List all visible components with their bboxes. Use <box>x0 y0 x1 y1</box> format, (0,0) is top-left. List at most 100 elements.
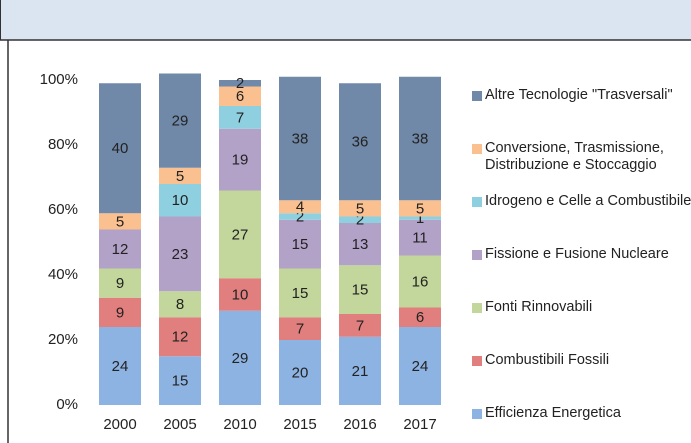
bar-segment <box>99 213 141 230</box>
bar-segment <box>99 327 141 405</box>
value-label: 12 <box>172 329 189 346</box>
value-label: 5 <box>356 200 364 217</box>
bar-segment <box>99 83 141 214</box>
y-tick-label: 20% <box>48 331 78 348</box>
legend-swatch <box>472 197 482 207</box>
bar-segment <box>279 213 321 220</box>
value-label: 40 <box>112 140 129 157</box>
bar-segment <box>219 106 261 129</box>
x-tick-label: 2015 <box>283 416 316 433</box>
bar-segment <box>279 340 321 405</box>
value-label: 24 <box>112 358 129 375</box>
y-tick-label: 40% <box>48 266 78 283</box>
value-label: 15 <box>292 236 309 253</box>
value-label: 7 <box>296 321 304 338</box>
bar-segment <box>399 216 441 220</box>
header-band <box>0 0 691 40</box>
value-label: 27 <box>232 226 249 243</box>
bar-segment <box>339 200 381 217</box>
y-tick-label: 100% <box>40 71 78 88</box>
legend-swatch <box>472 409 482 419</box>
value-label: 9 <box>116 304 124 321</box>
value-label: 19 <box>232 152 249 169</box>
bar-segment <box>399 327 441 405</box>
value-label: 4 <box>296 199 304 216</box>
legend-swatch <box>472 250 482 260</box>
bar-segment <box>99 268 141 298</box>
bar-segment <box>159 73 201 168</box>
value-label: 12 <box>112 241 129 258</box>
bar-segment <box>279 317 321 340</box>
value-label: 15 <box>172 373 189 390</box>
bar-segment <box>399 200 441 217</box>
bar-segment <box>219 80 261 87</box>
bar-segment <box>219 310 261 405</box>
bar-segment <box>339 83 381 201</box>
bar-segment <box>99 229 141 269</box>
bar-segment <box>339 265 381 314</box>
value-label: 21 <box>352 363 369 380</box>
bar-segment <box>399 76 441 201</box>
value-label: 2 <box>356 212 364 229</box>
x-tick-label: 2010 <box>223 416 256 433</box>
bar-segment <box>159 167 201 184</box>
value-label: 7 <box>356 317 364 334</box>
bar-segment <box>399 255 441 308</box>
legend-swatch <box>472 144 482 154</box>
bar-segment <box>339 314 381 337</box>
bar-segment <box>219 128 261 191</box>
y-tick-label: 60% <box>48 201 78 218</box>
value-label: 5 <box>116 213 124 230</box>
bar-segment <box>159 291 201 318</box>
value-label: 38 <box>412 130 429 147</box>
bar-segment <box>399 307 441 327</box>
bar-segment <box>399 219 441 256</box>
value-label: 6 <box>416 309 424 326</box>
value-label: 29 <box>172 113 189 130</box>
legend-label: Combustibili Fossili <box>485 352 610 368</box>
bar-segment <box>99 297 141 327</box>
value-label: 7 <box>236 109 244 126</box>
bar-segment <box>279 200 321 214</box>
bar-segment <box>339 336 381 405</box>
value-label: 5 <box>176 168 184 185</box>
value-label: 38 <box>292 130 309 147</box>
value-label: 10 <box>232 286 249 303</box>
legend-label: Conversione, Trasmissione, Distribuzione… <box>485 140 664 173</box>
value-label: 11 <box>412 230 428 247</box>
value-label: 15 <box>292 285 309 302</box>
value-label: 24 <box>412 358 429 375</box>
bar-segment <box>279 76 321 201</box>
x-tick-label: 2016 <box>343 416 376 433</box>
value-label: 29 <box>232 350 249 367</box>
value-label: 5 <box>416 200 424 217</box>
value-label: 2 <box>296 208 304 225</box>
bar-segment <box>159 216 201 292</box>
legend-label: Fissione e Fusione Nucleare <box>485 246 669 262</box>
bar-segment <box>279 219 321 269</box>
bar-segment <box>159 356 201 405</box>
bar-segment <box>219 278 261 311</box>
legend-swatch <box>472 356 482 366</box>
value-label: 15 <box>352 282 369 299</box>
value-label: 10 <box>172 192 189 209</box>
legend-label: Altre Tecnologie "Trasversali" <box>485 87 673 103</box>
x-tick-label: 2000 <box>103 416 136 433</box>
bar-segment <box>219 190 261 279</box>
x-tick-label: 2017 <box>403 416 436 433</box>
bar-segment <box>339 216 381 223</box>
value-label: 23 <box>172 246 189 263</box>
legend-swatch <box>472 91 482 101</box>
y-tick-label: 0% <box>56 396 78 413</box>
bar-segment <box>159 317 201 357</box>
value-label: 9 <box>116 275 124 292</box>
legend-label: Efficienza Energetica <box>485 405 621 421</box>
bar-segment <box>159 184 201 217</box>
value-label: 36 <box>352 134 369 151</box>
value-label: 16 <box>412 273 429 290</box>
value-label: 20 <box>292 364 309 381</box>
bar-segment <box>219 86 261 106</box>
y-tick-label: 80% <box>48 136 78 153</box>
